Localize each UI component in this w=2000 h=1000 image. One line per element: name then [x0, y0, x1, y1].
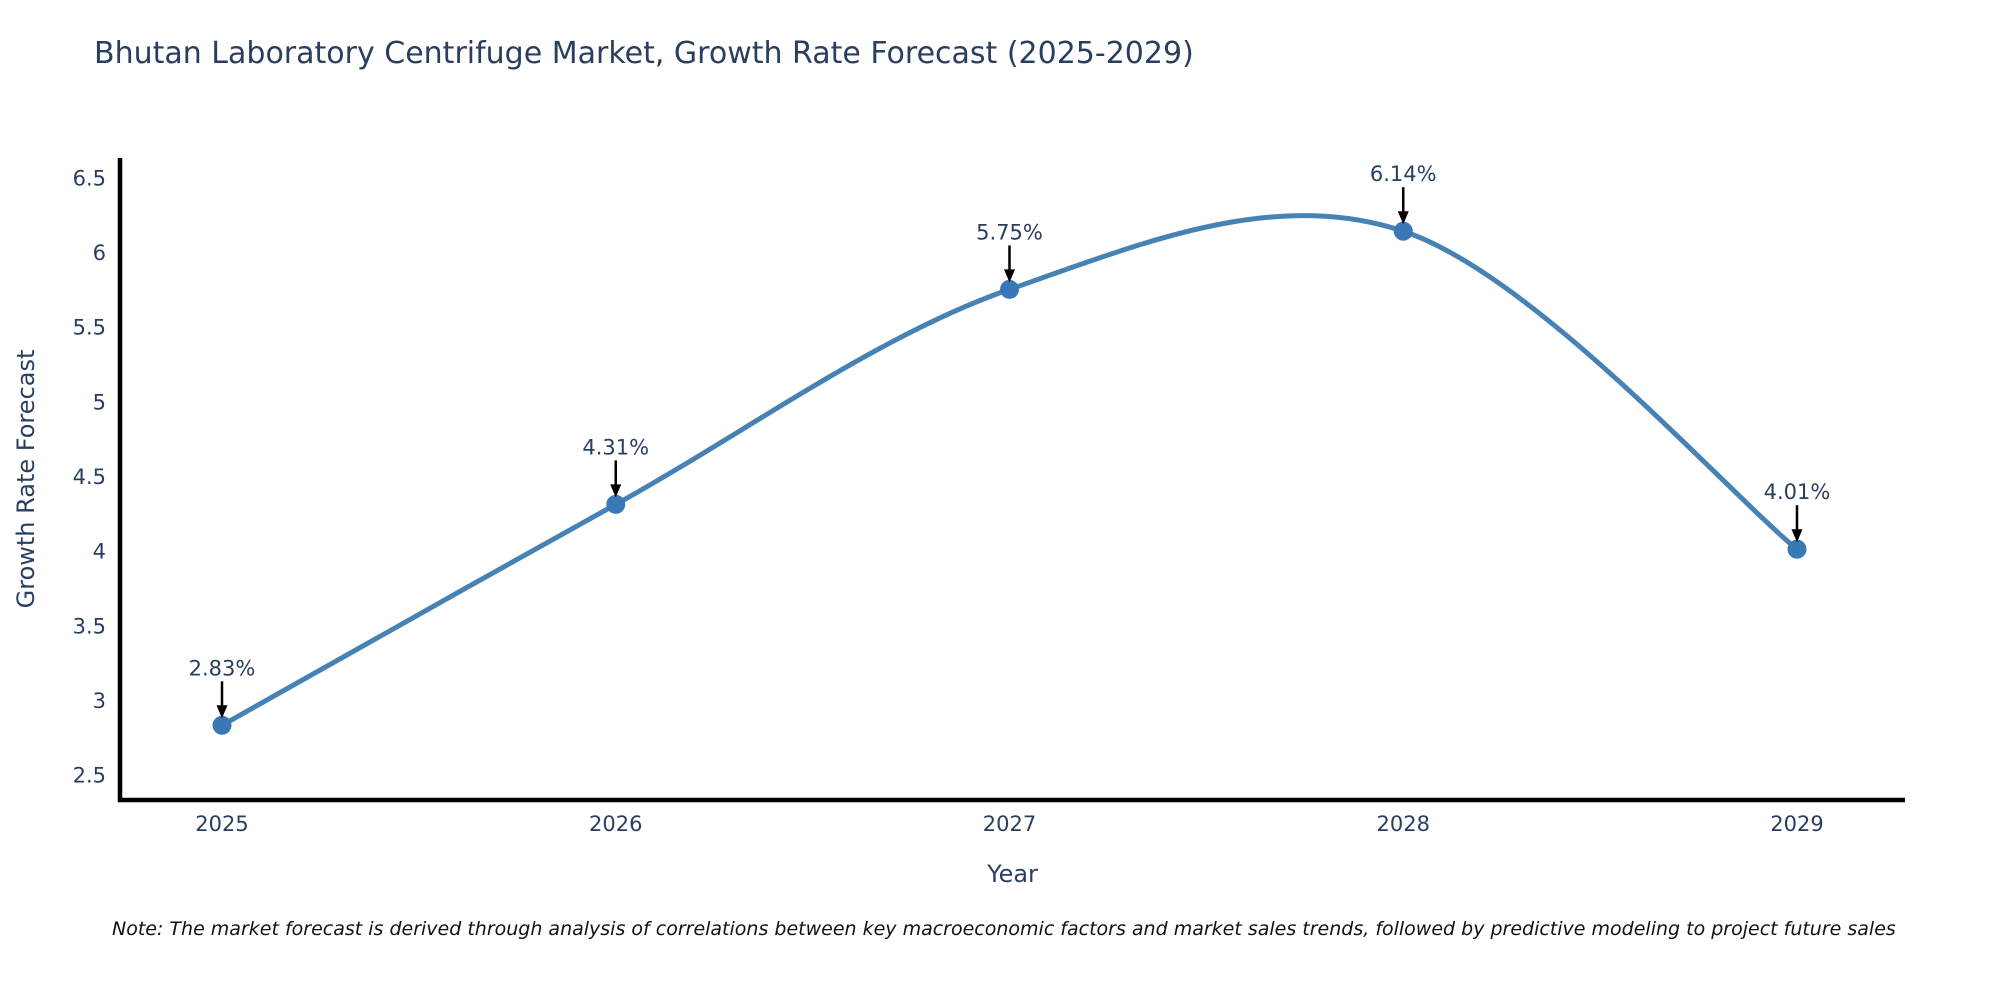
chart-title: Bhutan Laboratory Centrifuge Market, Gro… — [94, 36, 1194, 71]
annotation-arrowhead-3 — [1397, 211, 1409, 225]
y-axis-title: Growth Rate Forecast — [12, 350, 40, 609]
annotation-arrowhead-2 — [1004, 269, 1015, 283]
y-tick-label-5: 5 — [93, 390, 106, 414]
y-tick-label-7: 6 — [93, 241, 106, 265]
data-point-marker-2027[interactable] — [1000, 279, 1019, 299]
annotation-label-3: 6.14% — [1370, 162, 1437, 186]
y-tick-label-6: 5.5 — [73, 316, 106, 340]
x-tick-label-2: 2027 — [983, 812, 1036, 836]
x-tick-label-0: 2025 — [195, 812, 248, 836]
data-point-marker-2025[interactable] — [212, 715, 232, 735]
y-tick-label-0: 2.5 — [73, 764, 106, 788]
x-tick-label-1: 2026 — [589, 812, 642, 836]
annotation-label-1: 4.31% — [582, 435, 649, 459]
annotation-arrowhead-0 — [216, 705, 228, 719]
y-tick-label-1: 3 — [93, 689, 106, 713]
data-point-marker-2029[interactable] — [1787, 539, 1807, 559]
x-tick-label-3: 2028 — [1377, 812, 1430, 836]
x-axis-title: Year — [986, 860, 1038, 888]
annotation-label-0: 2.83% — [189, 656, 256, 680]
y-tick-label-3: 4 — [93, 540, 106, 564]
annotation-label-4: 4.01% — [1764, 480, 1831, 504]
data-point-marker-2026[interactable] — [606, 494, 626, 514]
annotation-arrowhead-4 — [1791, 529, 1803, 543]
axis-lines — [117, 158, 1905, 803]
y-tick-label-8: 6.5 — [73, 166, 106, 190]
annotation-arrowhead-1 — [610, 484, 622, 498]
annotation-label-2: 5.75% — [976, 220, 1043, 244]
chart-footnote: Note: The market forecast is derived thr… — [112, 918, 1896, 940]
y-tick-label-4: 4.5 — [73, 465, 106, 489]
data-point-marker-2028[interactable] — [1393, 221, 1413, 241]
y-tick-label-2: 3.5 — [73, 614, 106, 638]
x-tick-label-4: 2029 — [1770, 812, 1823, 836]
